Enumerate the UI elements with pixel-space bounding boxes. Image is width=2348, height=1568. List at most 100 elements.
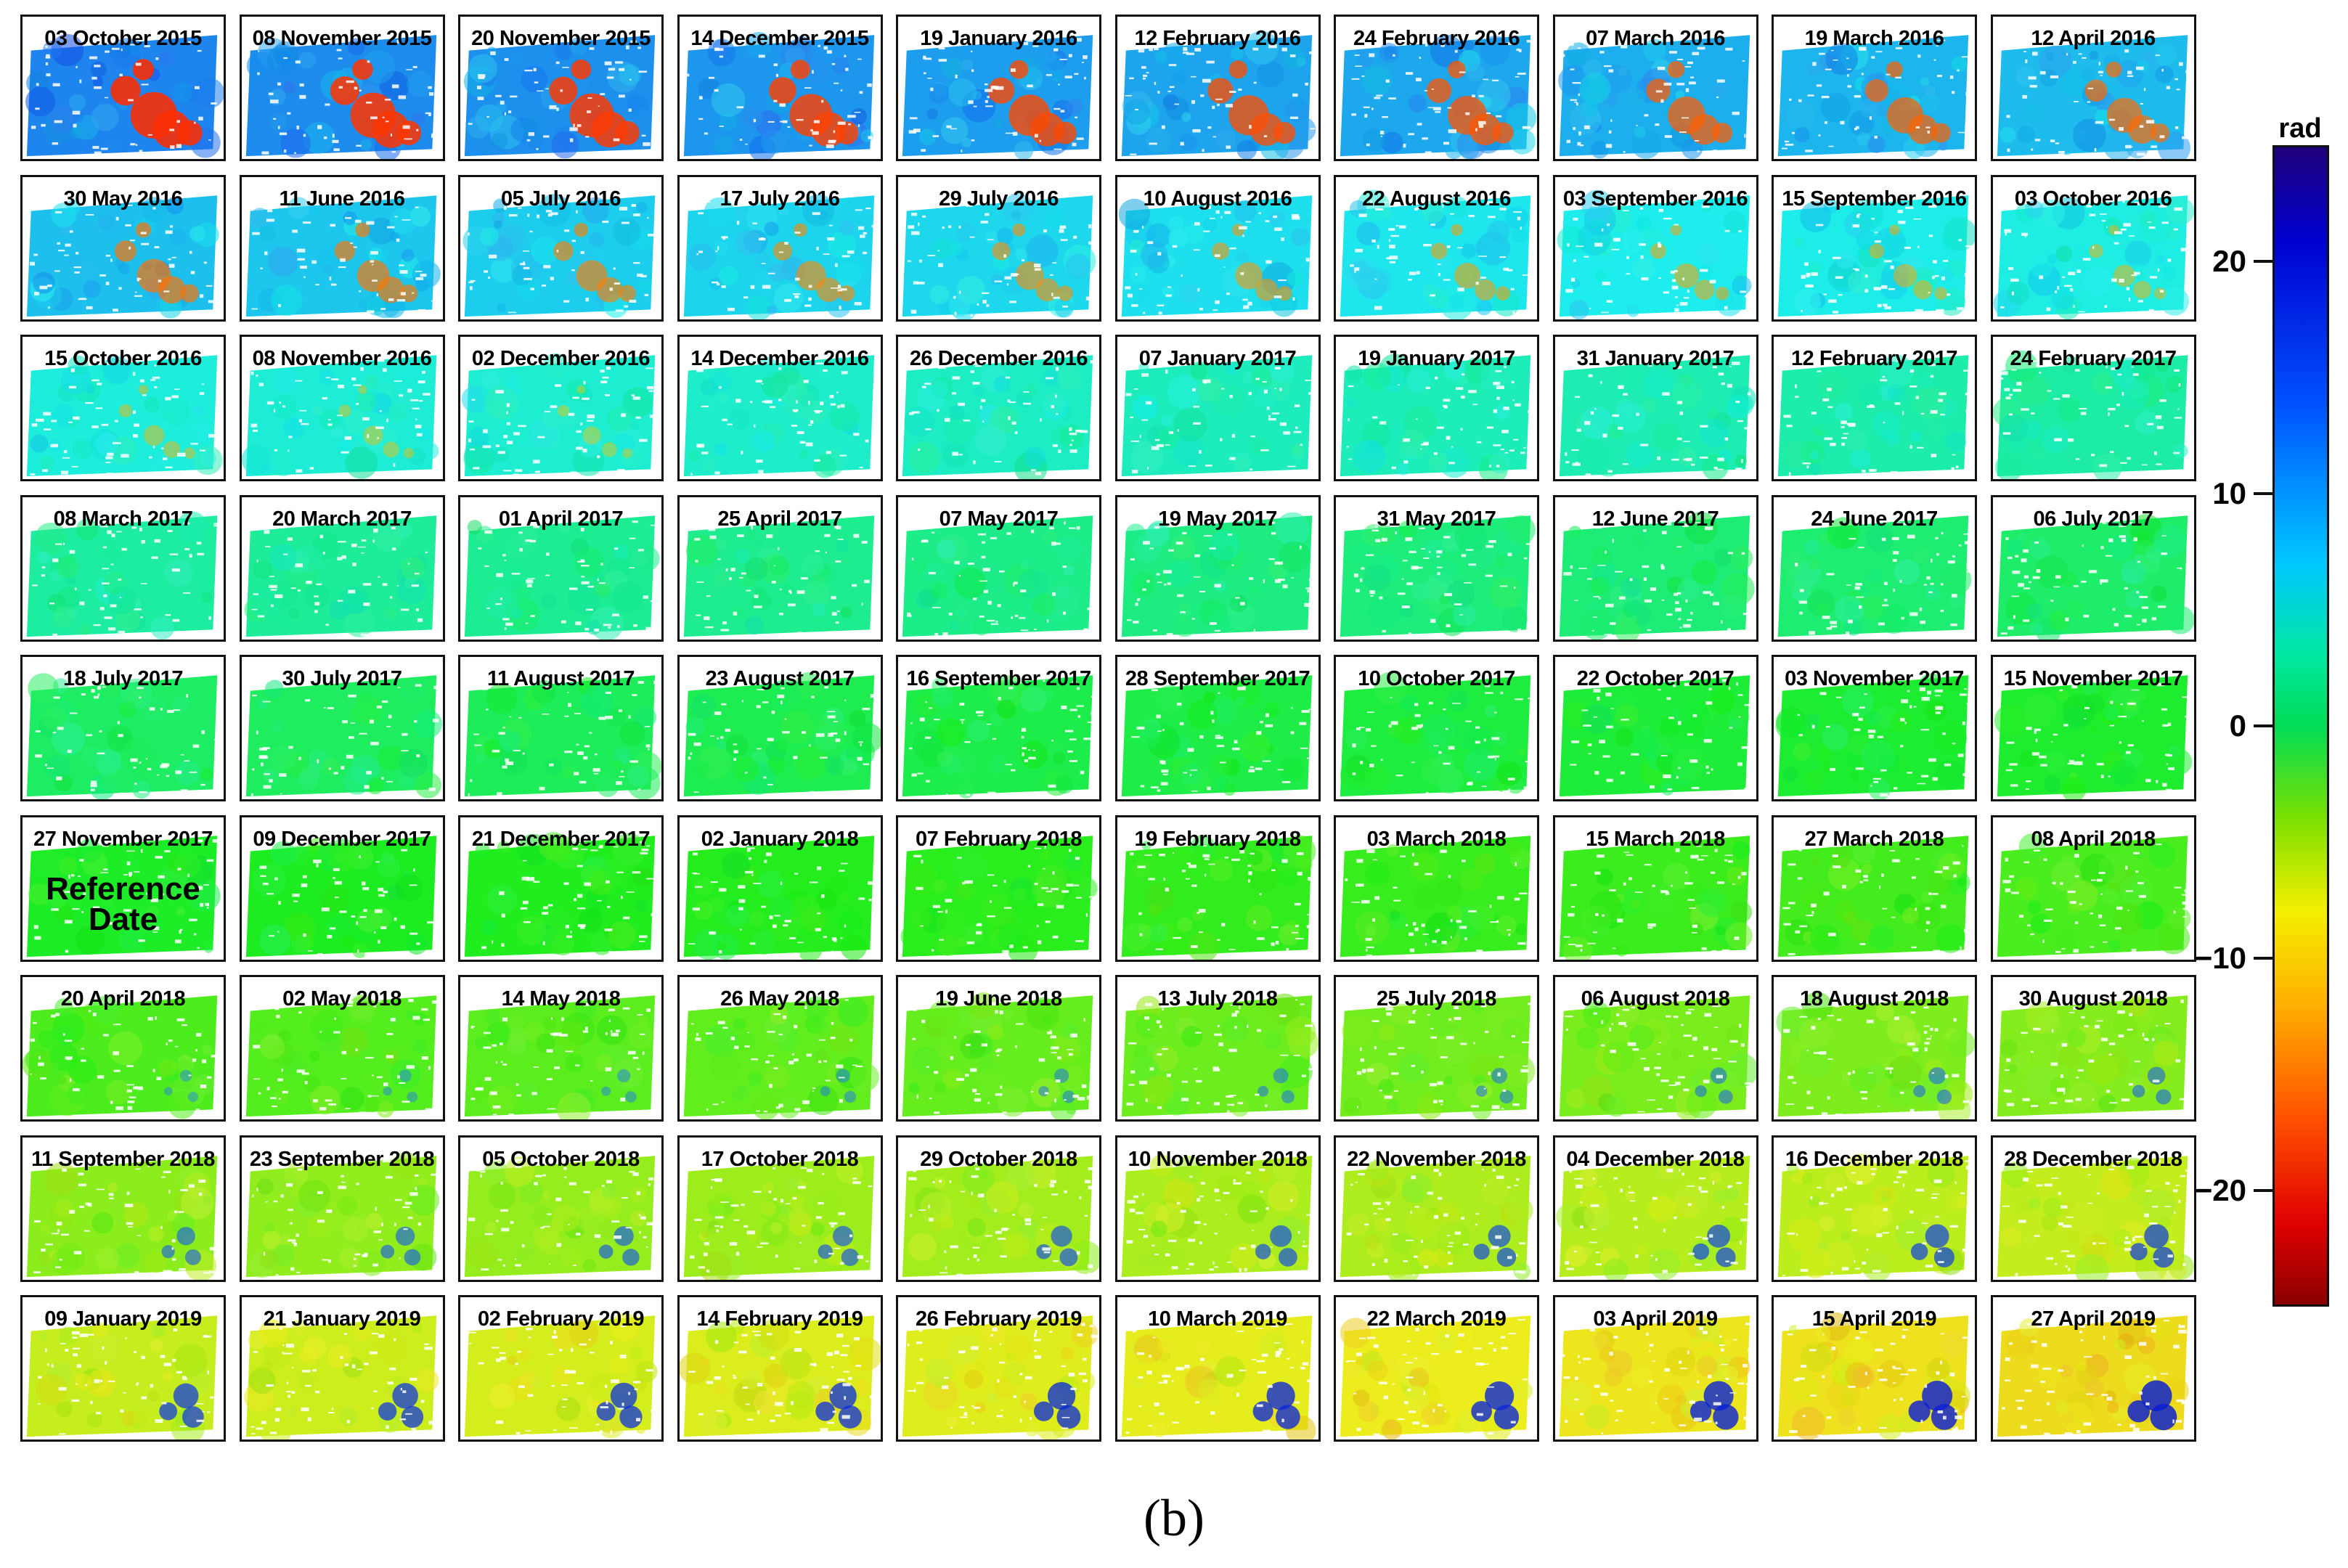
- panel-date-label: 28 September 2017: [1125, 667, 1310, 690]
- colorbar-tick: [2254, 957, 2272, 960]
- interferogram-panel: 27 March 2018: [1772, 814, 1977, 962]
- interferogram-panel: 21 December 2017: [458, 814, 664, 962]
- panel-date-label: 26 February 2019: [916, 1307, 1082, 1331]
- interferogram-panel: 12 February 2016: [1114, 15, 1321, 161]
- interferogram-panel: 02 May 2018: [239, 975, 445, 1122]
- interferogram-panel: 10 October 2017: [1334, 655, 1539, 801]
- interferogram-panel: 15 November 2017: [1990, 655, 2196, 801]
- panel-date-label: 10 August 2016: [1143, 187, 1292, 211]
- interferogram-panel: 05 July 2016: [458, 174, 664, 322]
- interferogram-panel: 19 February 2018: [1114, 814, 1321, 962]
- panel-date-label: 28 December 2018: [2004, 1147, 2182, 1171]
- interferogram-panel: 02 January 2018: [677, 814, 883, 962]
- interferogram-panel: 22 November 2018: [1334, 1135, 1539, 1282]
- interferogram-panel: 22 August 2016: [1334, 174, 1539, 322]
- panel-date-label: 17 October 2018: [701, 1147, 859, 1171]
- interferogram-panel: 06 July 2017: [1990, 494, 2196, 642]
- interferogram-panel: 17 July 2016: [677, 174, 883, 322]
- colorbar-tick: [2254, 1189, 2272, 1192]
- panel-date-label: 06 August 2018: [1581, 987, 1730, 1010]
- interferogram-panel: 08 November 2016: [239, 335, 445, 481]
- interferogram-panel: 24 February 2016: [1334, 15, 1539, 161]
- interferogram-panel: 16 December 2018: [1772, 1135, 1977, 1282]
- panel-date-label: 23 August 2017: [705, 667, 855, 690]
- panel-date-label: 10 March 2019: [1148, 1307, 1287, 1331]
- panel-date-label: 05 October 2018: [482, 1147, 640, 1171]
- panel-date-label: 21 January 2019: [263, 1307, 421, 1331]
- interferogram-panel: 12 February 2017: [1772, 335, 1977, 481]
- panel-date-label: 26 May 2018: [720, 987, 839, 1010]
- interferogram-panel: 20 November 2015: [458, 15, 664, 161]
- panel-date-label: 03 September 2016: [1562, 187, 1748, 211]
- panel-date-label: 19 January 2017: [1358, 347, 1515, 370]
- panel-date-label: 03 March 2018: [1366, 827, 1507, 851]
- colorbar-tick: [2254, 260, 2272, 263]
- interferogram-panel: 29 October 2018: [896, 1135, 1101, 1282]
- panel-date-label: 15 April 2019: [1811, 1307, 1937, 1331]
- panel-date-label: 14 December 2016: [690, 347, 869, 370]
- interferogram-panel: 08 November 2015: [239, 15, 445, 161]
- panel-date-label: 10 November 2018: [1128, 1147, 1308, 1171]
- interferogram-panel: 08 March 2017: [20, 494, 226, 642]
- interferogram-panel: 16 September 2017: [896, 655, 1101, 801]
- panel-date-label: 26 December 2016: [909, 347, 1088, 370]
- interferogram-panel: 12 June 2017: [1552, 494, 1758, 642]
- interferogram-panel: 15 March 2018: [1552, 814, 1758, 962]
- colorbar-tick-label: −10: [2194, 941, 2246, 975]
- panel-date-label: 16 September 2017: [906, 667, 1091, 690]
- interferogram-panel: 03 October 2016: [1990, 174, 2196, 322]
- interferogram-panel: 18 July 2017: [20, 655, 226, 801]
- panel-date-label: 12 June 2017: [1591, 507, 1719, 531]
- interferogram-panel: 20 April 2018: [20, 975, 226, 1122]
- panel-date-label: 19 May 2017: [1158, 507, 1277, 531]
- interferogram-panel: 17 October 2018: [677, 1135, 883, 1282]
- panel-date-label: 03 October 2016: [2014, 187, 2172, 211]
- panel-date-label: 23 September 2018: [249, 1147, 435, 1171]
- interferogram-panel: 15 October 2016: [20, 335, 226, 481]
- interferogram-panel: 07 February 2018: [896, 814, 1101, 962]
- interferogram-panel: 18 August 2018: [1772, 975, 1977, 1122]
- panel-date-label: 03 October 2015: [44, 27, 202, 50]
- panel-date-label: 22 August 2016: [1362, 187, 1511, 211]
- interferogram-panel: 24 February 2017: [1990, 335, 2196, 481]
- interferogram-panel: 31 January 2017: [1552, 335, 1758, 481]
- panel-date-label: 20 April 2018: [60, 987, 186, 1010]
- panel-date-label: 27 April 2019: [2031, 1307, 2156, 1331]
- interferogram-panel: 27 April 2019: [1990, 1295, 2196, 1442]
- interferogram-panel: 02 February 2019: [458, 1295, 664, 1442]
- panel-date-label: 15 October 2016: [44, 347, 202, 370]
- interferogram-panel: 19 May 2017: [1114, 494, 1321, 642]
- colorbar-tick: [2254, 492, 2272, 495]
- panel-date-label: 12 February 2017: [1791, 347, 1957, 370]
- panel-date-label: 24 June 2017: [1811, 507, 1938, 531]
- panel-date-label: 15 November 2017: [2003, 667, 2183, 690]
- panel-date-label: 06 July 2017: [2033, 507, 2153, 531]
- panel-date-label: 04 December 2018: [1566, 1147, 1745, 1171]
- panel-date-label: 30 August 2018: [2018, 987, 2168, 1010]
- panel-date-label: 14 May 2018: [501, 987, 621, 1010]
- panel-date-label: 09 January 2019: [44, 1307, 202, 1331]
- panel-date-label: 24 February 2017: [2010, 347, 2177, 370]
- interferogram-panel: 30 May 2016: [20, 174, 226, 322]
- interferogram-panel: 10 November 2018: [1114, 1135, 1321, 1282]
- panel-date-label: 12 April 2016: [2031, 27, 2156, 50]
- interferogram-grid: 03 October 2015 08 November 2015 20 Novemb…: [20, 15, 2196, 1442]
- interferogram-panel: 23 September 2018: [239, 1135, 445, 1282]
- panel-date-label: 03 November 2017: [1785, 667, 1964, 690]
- interferogram-panel: 28 December 2018: [1990, 1135, 2196, 1282]
- colorbar-tick-label: 0: [2229, 709, 2246, 743]
- colorbar-tick-label: 10: [2212, 476, 2246, 510]
- panel-date-label: 09 December 2017: [253, 827, 431, 851]
- panel-date-label: 25 July 2018: [1377, 987, 1496, 1010]
- interferogram-panel: 04 December 2018: [1552, 1135, 1758, 1282]
- interferogram-panel: 15 April 2019: [1772, 1295, 1977, 1442]
- panel-date-label: 22 November 2018: [1347, 1147, 1526, 1171]
- panel-date-label: 19 March 2016: [1804, 27, 1944, 50]
- panel-date-label: 17 July 2016: [720, 187, 840, 211]
- interferogram-panel: 14 February 2019: [677, 1295, 883, 1442]
- interferogram-panel: 19 March 2016: [1772, 15, 1977, 161]
- colorbar-unit: rad: [2278, 113, 2322, 144]
- interferogram-panel: 28 September 2017: [1114, 655, 1321, 801]
- panel-date-label: 02 February 2019: [478, 1307, 644, 1331]
- panel-date-label: 20 March 2017: [272, 507, 412, 531]
